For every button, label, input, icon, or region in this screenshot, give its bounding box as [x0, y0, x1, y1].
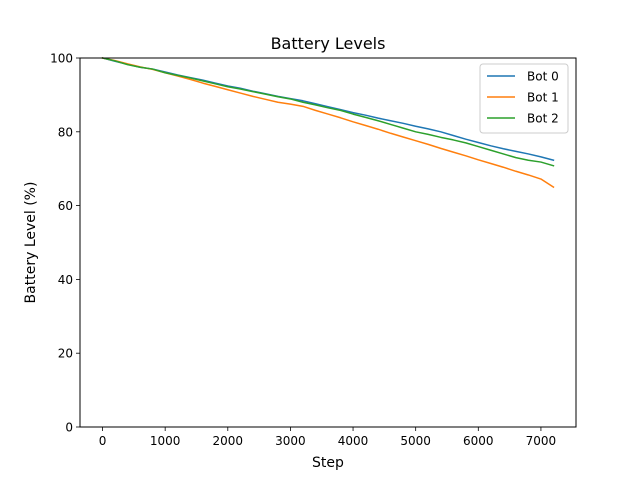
- legend: Bot 0 Bot 1 Bot 2: [479, 63, 569, 134]
- x-tick-label: 3000: [275, 434, 306, 448]
- plot-area-frame: [79, 57, 577, 428]
- y-tick-label: 0: [65, 421, 73, 435]
- y-tick-label: 100: [50, 52, 73, 66]
- y-tick-label: 60: [58, 199, 73, 213]
- series-lines: [101, 57, 555, 189]
- y-tick-label: 40: [58, 273, 73, 287]
- y-axis-ticks: 0 20 40 60 80 100: [50, 52, 80, 435]
- x-axis-ticks: 0 1000 2000 3000 4000 5000 6000 7000: [99, 427, 556, 448]
- x-tick-label: 7000: [526, 434, 557, 448]
- legend-entries: Bot 0 Bot 1 Bot 2: [487, 70, 559, 126]
- x-tick-label: 2000: [213, 434, 244, 448]
- y-tick-label: 80: [58, 125, 73, 139]
- series-line-2: [101, 57, 555, 167]
- x-tick-label: 6000: [463, 434, 494, 448]
- y-tick-label: 20: [58, 347, 73, 361]
- legend-label-1: Bot 1: [527, 91, 559, 105]
- legend-box: [479, 63, 569, 134]
- chart-title: Battery Levels: [271, 34, 386, 53]
- x-tick-label: 0: [99, 434, 107, 448]
- x-tick-label: 5000: [400, 434, 431, 448]
- x-axis-label: Step: [312, 455, 344, 471]
- x-tick-label: 4000: [338, 434, 369, 448]
- y-axis-label: Battery Level (%): [23, 182, 39, 304]
- legend-label-2: Bot 2: [527, 112, 559, 126]
- x-tick-label: 1000: [150, 434, 181, 448]
- legend-label-0: Bot 0: [527, 70, 559, 84]
